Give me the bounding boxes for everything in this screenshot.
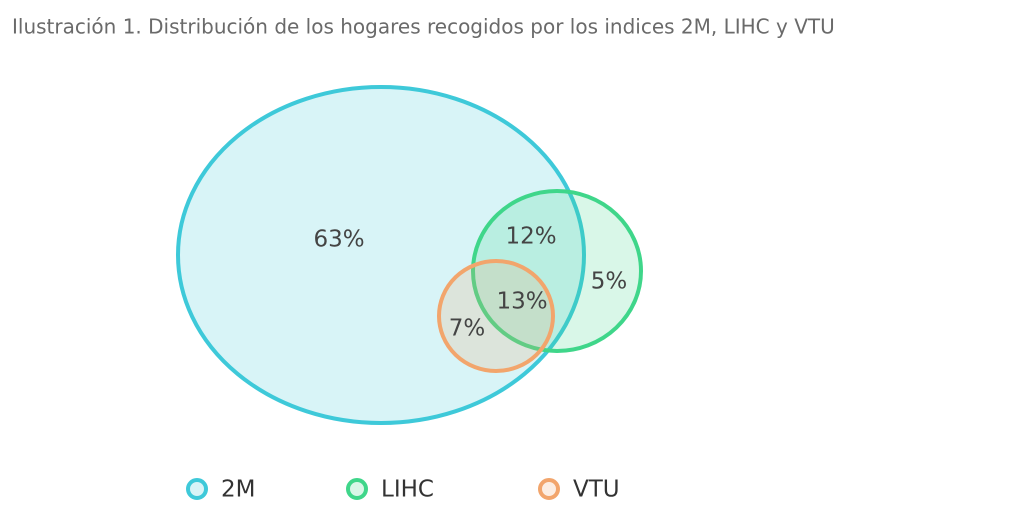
- legend-marker: [538, 478, 560, 500]
- legend-label: LIHC: [381, 477, 434, 503]
- region-label: 5%: [591, 269, 628, 295]
- set-circle: [437, 259, 555, 373]
- region-label: 13%: [496, 289, 547, 315]
- legend-label: 2M: [221, 477, 255, 503]
- legend-marker: [186, 478, 208, 500]
- region-label: 12%: [505, 224, 556, 250]
- legend-label: VTU: [573, 477, 620, 503]
- region-label: 63%: [313, 227, 364, 253]
- legend-marker: [346, 478, 368, 500]
- set-circle: [471, 189, 643, 353]
- set-circle: [176, 85, 586, 425]
- region-label: 7%: [449, 316, 486, 342]
- chart-title: Ilustración 1. Distribución de los hogar…: [12, 15, 835, 39]
